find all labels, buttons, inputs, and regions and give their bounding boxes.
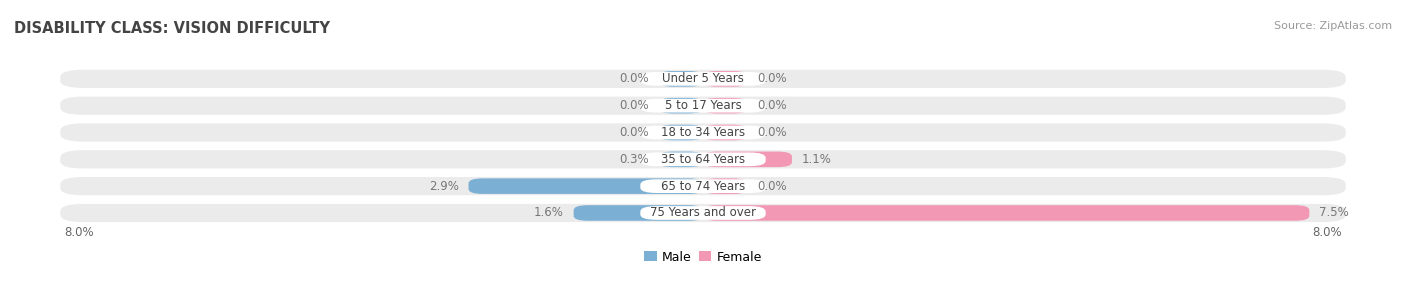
FancyBboxPatch shape bbox=[468, 178, 703, 194]
FancyBboxPatch shape bbox=[640, 99, 766, 112]
Text: 35 to 64 Years: 35 to 64 Years bbox=[661, 153, 745, 166]
Text: 0.0%: 0.0% bbox=[758, 180, 787, 193]
Text: 8.0%: 8.0% bbox=[1312, 226, 1341, 239]
Text: 2.9%: 2.9% bbox=[429, 180, 458, 193]
Text: 7.5%: 7.5% bbox=[1319, 206, 1348, 219]
FancyBboxPatch shape bbox=[703, 152, 792, 167]
Legend: Male, Female: Male, Female bbox=[644, 251, 762, 264]
FancyBboxPatch shape bbox=[640, 179, 766, 193]
Text: 18 to 34 Years: 18 to 34 Years bbox=[661, 126, 745, 139]
Text: 0.0%: 0.0% bbox=[619, 99, 648, 112]
FancyBboxPatch shape bbox=[640, 72, 766, 86]
Text: 75 Years and over: 75 Years and over bbox=[650, 206, 756, 219]
Text: DISABILITY CLASS: VISION DIFFICULTY: DISABILITY CLASS: VISION DIFFICULTY bbox=[14, 21, 330, 36]
FancyBboxPatch shape bbox=[60, 150, 1346, 168]
Text: 0.0%: 0.0% bbox=[758, 99, 787, 112]
FancyBboxPatch shape bbox=[640, 153, 766, 166]
Text: 1.6%: 1.6% bbox=[534, 206, 564, 219]
FancyBboxPatch shape bbox=[658, 125, 703, 140]
FancyBboxPatch shape bbox=[60, 97, 1346, 115]
FancyBboxPatch shape bbox=[658, 98, 703, 113]
Text: 65 to 74 Years: 65 to 74 Years bbox=[661, 180, 745, 193]
FancyBboxPatch shape bbox=[60, 123, 1346, 142]
Text: Under 5 Years: Under 5 Years bbox=[662, 72, 744, 85]
Text: 0.0%: 0.0% bbox=[619, 72, 648, 85]
Text: 8.0%: 8.0% bbox=[65, 226, 94, 239]
Text: 0.3%: 0.3% bbox=[619, 153, 648, 166]
FancyBboxPatch shape bbox=[658, 71, 703, 87]
FancyBboxPatch shape bbox=[60, 204, 1346, 222]
FancyBboxPatch shape bbox=[703, 125, 748, 140]
Text: Source: ZipAtlas.com: Source: ZipAtlas.com bbox=[1274, 21, 1392, 31]
FancyBboxPatch shape bbox=[703, 178, 748, 194]
Text: 0.0%: 0.0% bbox=[758, 126, 787, 139]
FancyBboxPatch shape bbox=[640, 126, 766, 139]
FancyBboxPatch shape bbox=[703, 205, 1309, 221]
FancyBboxPatch shape bbox=[703, 98, 748, 113]
FancyBboxPatch shape bbox=[60, 70, 1346, 88]
FancyBboxPatch shape bbox=[658, 152, 703, 167]
Text: 1.1%: 1.1% bbox=[801, 153, 831, 166]
FancyBboxPatch shape bbox=[574, 205, 703, 221]
FancyBboxPatch shape bbox=[703, 71, 748, 87]
Text: 0.0%: 0.0% bbox=[619, 126, 648, 139]
Text: 0.0%: 0.0% bbox=[758, 72, 787, 85]
Text: 5 to 17 Years: 5 to 17 Years bbox=[665, 99, 741, 112]
FancyBboxPatch shape bbox=[640, 206, 766, 220]
FancyBboxPatch shape bbox=[60, 177, 1346, 195]
